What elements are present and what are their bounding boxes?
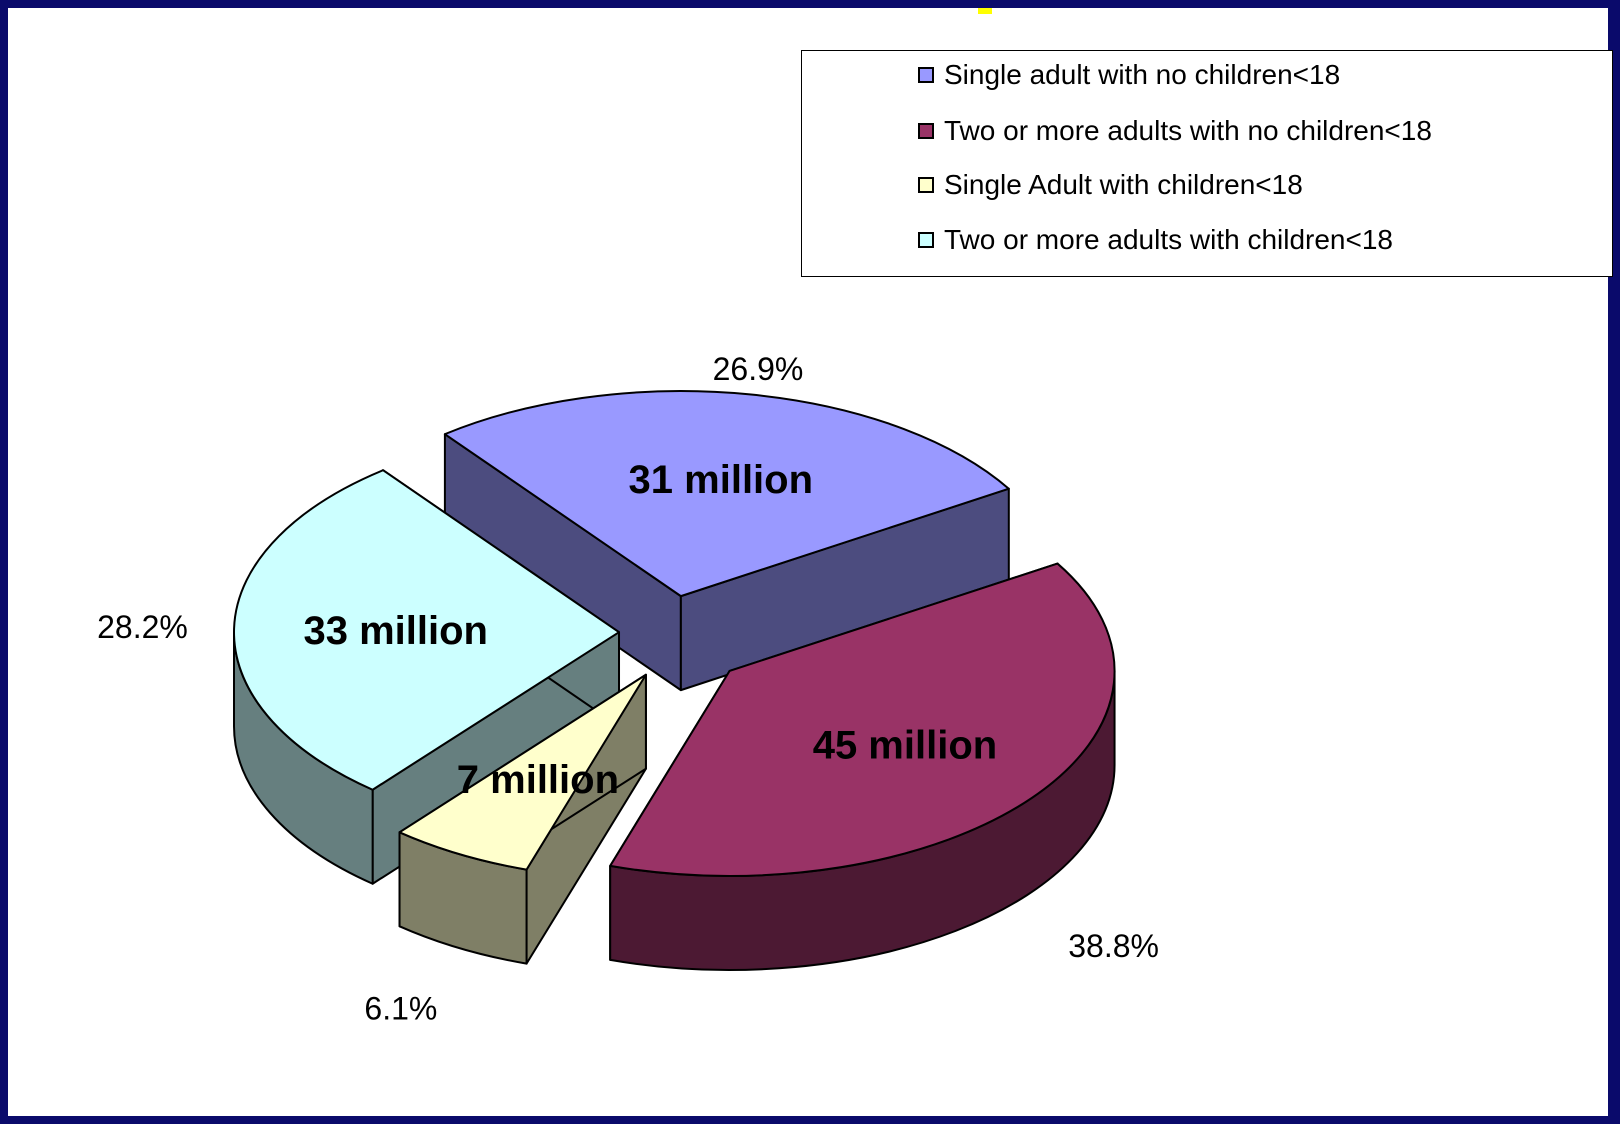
slice-value-label: 31 million xyxy=(629,458,814,502)
legend-item: Two or more adults with no children<18 xyxy=(918,115,1432,147)
slice-value-label: 7 million xyxy=(457,758,619,802)
slice-value-label: 33 million xyxy=(303,609,488,653)
pie-slice xyxy=(609,562,1116,971)
slice-top-face xyxy=(233,469,621,791)
pie-chart: 31 million 26.9% 45 million 38.8% 7 million 6… xyxy=(97,351,1159,1027)
legend-label: Single adult with no children<18 xyxy=(944,59,1341,90)
slice-value-label: 45 million xyxy=(813,724,998,768)
slice-percent-label: 26.9% xyxy=(713,351,804,387)
slice-top-face xyxy=(443,390,1010,598)
legend-swatch xyxy=(918,177,934,193)
slice-top-face xyxy=(609,562,1116,877)
legend-item: Single Adult with children<18 xyxy=(918,169,1303,201)
pie-slice xyxy=(398,673,647,965)
legend-label: Two or more adults with children<18 xyxy=(944,224,1393,255)
legend-swatch xyxy=(918,232,934,248)
title-fragment xyxy=(978,8,992,14)
legend-item: Single adult with no children<18 xyxy=(918,59,1340,91)
slice-percent-label: 28.2% xyxy=(97,609,188,645)
pie-slice xyxy=(233,469,621,885)
slice-percent-label: 6.1% xyxy=(364,991,437,1027)
legend-item: Two or more adults with children<18 xyxy=(918,224,1393,256)
slice-top-face xyxy=(398,673,647,871)
legend-label: Single Adult with children<18 xyxy=(944,169,1303,200)
legend-label: Two or more adults with no children<18 xyxy=(944,115,1432,146)
pie-slice xyxy=(443,390,1010,692)
slice-percent-label: 38.8% xyxy=(1068,928,1159,964)
slide-background: Single adult with no children<18 Two or … xyxy=(8,8,1613,1116)
legend-swatch xyxy=(918,67,934,83)
chart-legend: Single adult with no children<18 Two or … xyxy=(801,50,1613,277)
legend-swatch xyxy=(918,123,934,139)
